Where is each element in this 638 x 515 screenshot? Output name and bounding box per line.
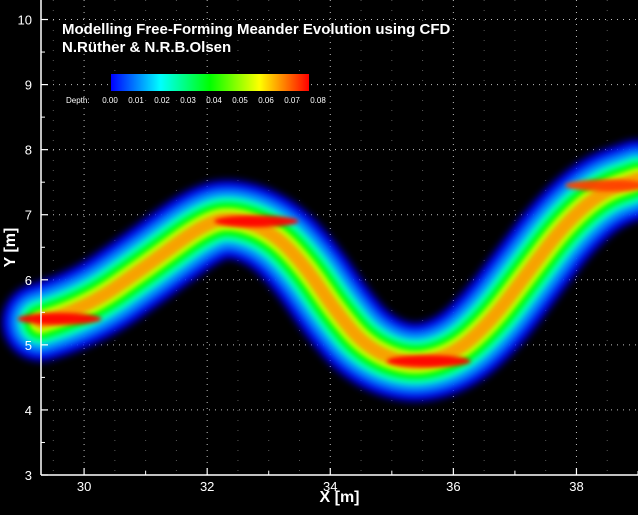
- max-depth-zone: [386, 355, 471, 368]
- max-depth-zone: [214, 215, 299, 228]
- chart-title-block: Modelling Free-Forming Meander Evolution…: [62, 21, 451, 56]
- x-tick-label: 34: [323, 479, 337, 494]
- x-tick-label: 32: [200, 479, 214, 494]
- x-tick-label: 36: [446, 479, 460, 494]
- x-axis-title: X [m]: [320, 489, 360, 506]
- colorbar-gradient: [111, 74, 309, 91]
- colorbar-tick-label: 0.05: [232, 96, 248, 105]
- colorbar-tick-label: 0.02: [154, 96, 170, 105]
- colorbar-tick-label: 0.01: [128, 96, 144, 105]
- colorbar-tick-label: 0.00: [102, 96, 118, 105]
- chart-title: Modelling Free-Forming Meander Evolution…: [62, 21, 451, 38]
- depth-field: [2, 139, 638, 402]
- colorbar-label: Depth:: [66, 96, 90, 105]
- y-tick-label: 9: [25, 78, 32, 93]
- chart-subtitle: N.Rüther & N.R.B.Olsen: [62, 39, 231, 56]
- y-tick-label: 10: [18, 13, 32, 28]
- y-tick-label: 8: [25, 143, 32, 158]
- depth-band-5: [34, 172, 638, 369]
- colorbar-tick-label: 0.04: [206, 96, 222, 105]
- colorbar-tick-label: 0.03: [180, 96, 196, 105]
- y-tick-label: 4: [25, 403, 32, 418]
- colorbar-ticks: 0.00 0.01 0.02 0.03 0.04 0.05 0.06 0.07 0.08: [102, 96, 326, 105]
- y-tick-label: 5: [25, 338, 32, 353]
- colorbar-tick-label: 0.08: [310, 96, 326, 105]
- y-axis-title: Y [m]: [2, 228, 19, 268]
- colorbar-tick-label: 0.07: [284, 96, 300, 105]
- y-tick-label: 3: [25, 468, 32, 483]
- colorbar: Depth: 0.00 0.01 0.02 0.03 0.04 0.05 0.06 0.07 0…: [66, 74, 326, 105]
- x-tick-label: 38: [569, 479, 583, 494]
- x-tick-label: 30: [77, 479, 91, 494]
- y-tick-label: 6: [25, 273, 32, 288]
- colorbar-tick-label: 0.06: [258, 96, 274, 105]
- max-depth-zone: [17, 312, 102, 325]
- y-tick-label: 7: [25, 208, 32, 223]
- max-depth-zone: [565, 179, 638, 192]
